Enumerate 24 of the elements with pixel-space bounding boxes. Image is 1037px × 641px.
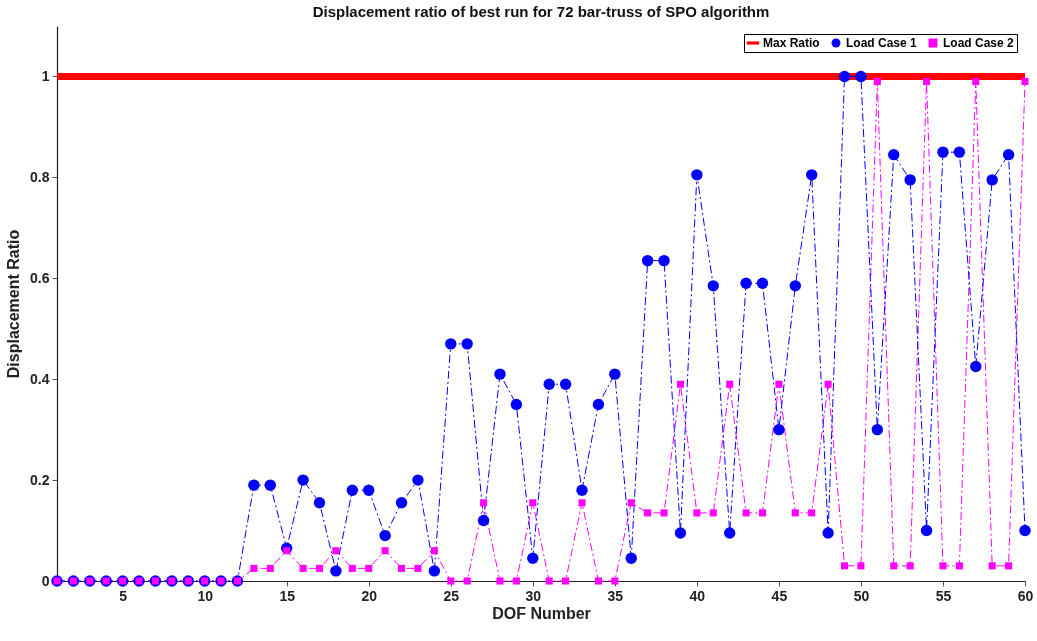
legend-label: Load Case 2 [943, 36, 1015, 50]
x-tick-label: 40 [689, 587, 706, 604]
y-tick-label: 0.6 [30, 269, 50, 286]
x-tick-label: 50 [853, 587, 870, 604]
legend-label: Max Ratio [763, 36, 820, 50]
x-tick-label: 10 [197, 587, 214, 604]
x-tick-label: 15 [279, 587, 296, 604]
x-tick-label: 25 [443, 587, 460, 604]
x-tick-label: 45 [771, 587, 788, 604]
y-tick-label: 0.4 [30, 370, 50, 387]
y-tick-label: 0.8 [30, 168, 50, 185]
x-tick-label: 60 [1017, 587, 1034, 604]
legend-label: Load Case 1 [846, 36, 918, 50]
x-tick-label: 55 [935, 587, 952, 604]
y-tick-label: 0.2 [30, 471, 50, 488]
x-tick-label: 5 [119, 587, 128, 604]
x-axis-title: DOF Number [492, 604, 591, 622]
y-tick-label: 1 [41, 67, 50, 84]
x-tick-label: 30 [525, 587, 542, 604]
chart-title: Displacement ratio of best run for 72 bar-truss of SPO algorithm [312, 3, 770, 20]
y-tick-label: 0 [41, 572, 50, 589]
y-axis-title: Displacement Ratio [5, 229, 23, 379]
x-tick-label: 35 [607, 587, 624, 604]
x-tick-label: 20 [361, 587, 378, 604]
